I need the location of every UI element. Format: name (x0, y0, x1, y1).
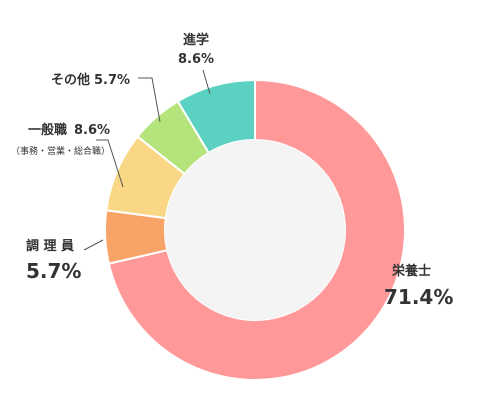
label-eiyoushi-value: 71.4% (384, 285, 453, 309)
label-chouriin-value: 5.7% (26, 259, 81, 283)
label-eiyoushi-name: 栄養士 (391, 263, 431, 279)
label-ippanshoku-note: （事務・営業・総合職） (11, 145, 110, 157)
label-ippanshoku-value: 8.6% (74, 123, 110, 138)
leader-ippanshoku (96, 139, 124, 188)
label-sonota-value: 5.7% (94, 73, 130, 88)
leader-sonota (138, 77, 161, 123)
donut-center (165, 140, 345, 320)
leader-chouriin (83, 239, 104, 251)
label-sonota-name: その他 (51, 72, 90, 88)
leader-shingaku (202, 69, 211, 95)
label-shingaku-name: 進学 (183, 32, 209, 48)
label-ippanshoku-name: 一般職 (28, 122, 67, 138)
label-chouriin-name: 調 理 員 (26, 238, 74, 254)
label-shingaku-value: 8.6% (178, 52, 214, 67)
